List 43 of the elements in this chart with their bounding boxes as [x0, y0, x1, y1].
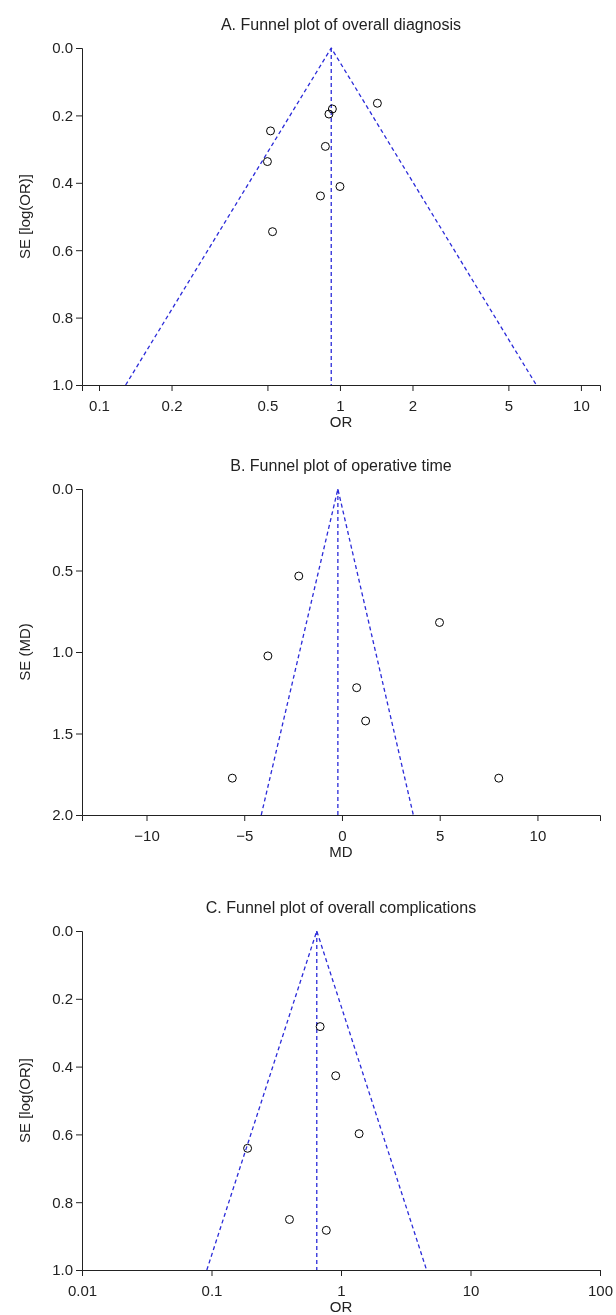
- y-tick-label: 0.8: [52, 308, 73, 326]
- x-tick-label: 0.1: [201, 1281, 223, 1299]
- x-tick-label: 0.2: [161, 396, 183, 414]
- y-tick-label: 0.4: [52, 1057, 73, 1075]
- x-tick-label: 0.1: [89, 396, 110, 414]
- x-tick-label: 10: [573, 396, 590, 414]
- y-tick-label: 0.6: [52, 1125, 73, 1143]
- x-axis-title: MD: [329, 843, 353, 860]
- chart-title: A. Funnel plot of overall diagnosis: [220, 16, 462, 33]
- y-tick-label: 0.2: [52, 106, 73, 124]
- chart-title: B. Funnel plot of operative time: [230, 457, 452, 474]
- y-tick-label: 1.5: [52, 724, 73, 742]
- x-tick-label: 0.5: [257, 396, 279, 414]
- y-axis-title: SE [log(OR)]: [16, 173, 33, 260]
- x-tick-label: 0: [338, 826, 347, 844]
- y-axis-title: SE (MD): [16, 623, 33, 681]
- y-tick-label: 0.4: [52, 174, 73, 192]
- y-tick-label: 0.8: [52, 1193, 73, 1211]
- y-axis-title: SE [log(OR)]: [16, 1057, 33, 1144]
- y-tick-label: 1.0: [52, 376, 73, 394]
- x-tick-label: 100: [587, 1281, 614, 1299]
- x-axis-title: OR: [329, 413, 353, 430]
- x-tick-label: 0.01: [67, 1281, 98, 1299]
- y-tick-label: 0.5: [52, 561, 73, 579]
- y-tick-label: 0.6: [52, 241, 73, 259]
- y-tick-label: 0.0: [52, 922, 73, 940]
- y-tick-label: 1.0: [52, 1261, 73, 1279]
- y-tick-label: 1.0: [52, 643, 73, 661]
- x-tick-label: −10: [134, 826, 160, 844]
- x-tick-label: 2: [408, 396, 418, 414]
- x-tick-label: 5: [504, 396, 514, 414]
- x-tick-label: 1: [337, 1281, 346, 1299]
- y-tick-label: 0.0: [52, 480, 73, 498]
- y-tick-label: 0.0: [52, 39, 73, 57]
- x-tick-label: 10: [529, 826, 547, 844]
- x-axis-title: OR: [329, 1298, 353, 1315]
- x-tick-label: 5: [436, 826, 445, 844]
- y-tick-label: 2.0: [52, 806, 73, 824]
- x-tick-label: 1: [336, 396, 345, 414]
- x-tick-label: 10: [462, 1281, 480, 1299]
- chart-title: C. Funnel plot of overall complications: [205, 899, 477, 916]
- y-tick-label: 0.2: [52, 990, 73, 1008]
- x-tick-label: −5: [236, 826, 254, 844]
